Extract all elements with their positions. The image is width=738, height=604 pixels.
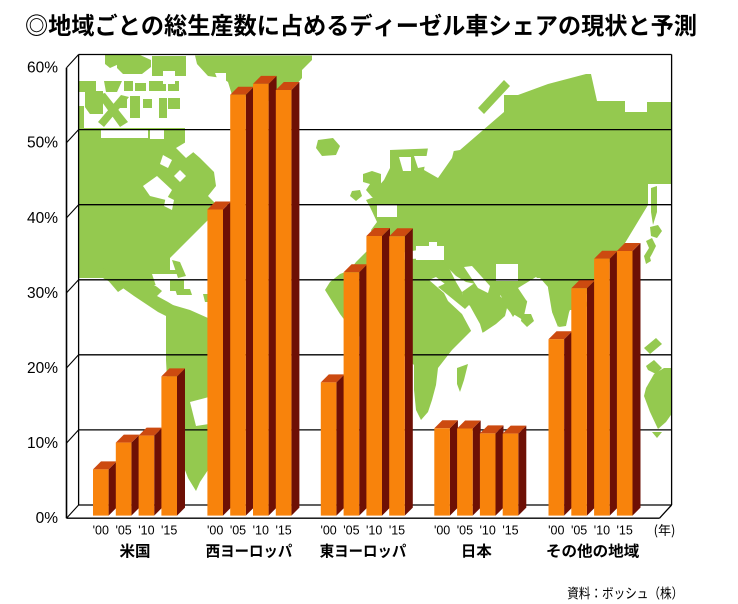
svg-text:'10: '10 xyxy=(594,524,610,538)
svg-text:20%: 20% xyxy=(27,360,58,377)
svg-text:'10: '10 xyxy=(253,524,269,538)
svg-text:'00: '00 xyxy=(320,524,336,538)
svg-text:30%: 30% xyxy=(27,285,58,302)
svg-text:'15: '15 xyxy=(617,524,633,538)
svg-text:'00: '00 xyxy=(93,524,109,538)
svg-text:'05: '05 xyxy=(115,524,131,538)
svg-text:50%: 50% xyxy=(27,135,58,152)
svg-text:'10: '10 xyxy=(480,524,496,538)
svg-text:'10: '10 xyxy=(138,524,154,538)
svg-text:10%: 10% xyxy=(27,435,58,452)
svg-text:'00: '00 xyxy=(548,524,564,538)
svg-text:'05: '05 xyxy=(343,524,359,538)
svg-text:0%: 0% xyxy=(36,510,59,527)
svg-text:'05: '05 xyxy=(457,524,473,538)
svg-text:'00: '00 xyxy=(207,524,223,538)
svg-text:60%: 60% xyxy=(27,60,58,77)
svg-text:'10: '10 xyxy=(366,524,382,538)
svg-text:'05: '05 xyxy=(230,524,246,538)
svg-text:'15: '15 xyxy=(161,524,177,538)
svg-text:'15: '15 xyxy=(275,524,291,538)
svg-text:'15: '15 xyxy=(389,524,405,538)
svg-text:'15: '15 xyxy=(502,524,518,538)
svg-text:40%: 40% xyxy=(27,210,58,227)
svg-text:'00: '00 xyxy=(434,524,450,538)
svg-text:'05: '05 xyxy=(571,524,587,538)
